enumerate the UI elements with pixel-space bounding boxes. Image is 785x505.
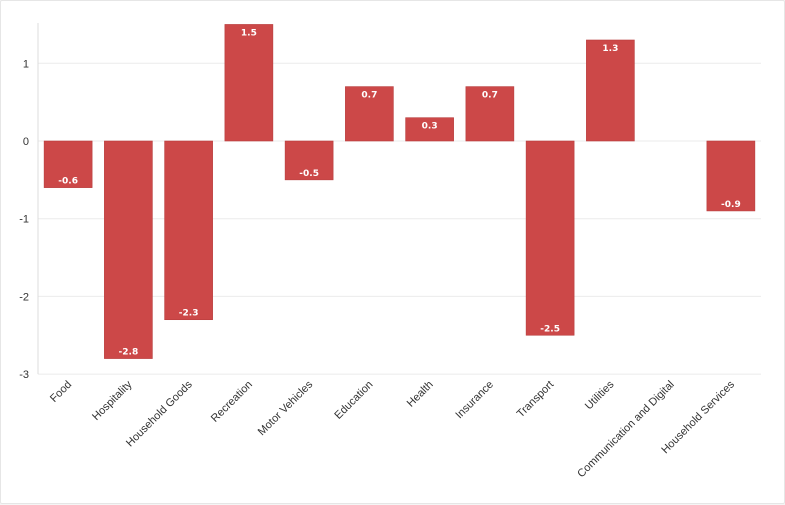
x-tick-label: Motor Vehicles [256,378,316,438]
y-tick-labels: 1 0 -1 -2 -3 [19,58,29,381]
x-tick-label: Health [405,379,436,410]
bar-value-label: -0.9 [721,200,741,210]
bar[interactable] [43,140,93,188]
y-tick-label: -2 [19,291,29,303]
bar-value-label: -0.6 [58,177,78,187]
bar-value-label: 0.7 [361,91,377,101]
bar[interactable] [405,117,454,142]
x-tick-label: Household Goods [124,378,195,449]
y-tick-label: -1 [19,214,29,226]
bar[interactable] [706,140,756,212]
bar[interactable] [345,86,394,142]
bar[interactable] [224,24,274,142]
y-tick-label: 1 [23,58,29,70]
bar[interactable] [525,140,575,336]
gridlines [38,62,761,375]
x-tick-label: Hospitality [90,378,135,423]
bar[interactable] [465,86,515,142]
bar[interactable] [164,140,213,321]
bar-value-label: 1.5 [241,28,257,38]
data-labels: -0.6 -2.8 -2.3 1.5 -0.5 0.7 0.3 0.7 -2.5 1.3 -0.9 [58,28,740,357]
x-tick-label: Recreation [209,379,255,425]
bar-value-label: -2.3 [179,309,199,319]
bar-value-label: -2.5 [540,324,560,334]
bars [43,24,756,359]
y-tick-label: -3 [19,369,29,381]
y-tick-label: 0 [23,136,29,148]
bar-value-label: 0.3 [422,122,438,132]
x-tick-label: Communication and Digital [575,379,676,480]
x-tick-label: Insurance [453,379,496,422]
bar-value-label: -2.8 [119,348,139,358]
x-tick-label: Utilities [583,378,617,412]
bar-value-label: -0.5 [299,169,319,179]
bar[interactable] [586,39,635,142]
bar-value-label: 1.3 [602,44,618,54]
x-tick-label: Food [48,379,74,405]
bar[interactable] [284,140,334,181]
x-tick-label: Education [332,379,375,422]
x-tick-label: Transport [515,379,556,420]
bar-value-label: 0.7 [482,91,498,101]
bar[interactable] [104,140,153,359]
